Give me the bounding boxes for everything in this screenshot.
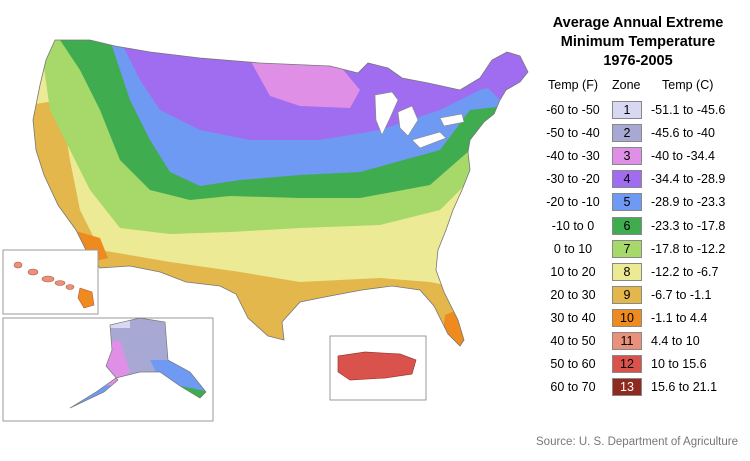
legend-zone-swatch: 8 xyxy=(612,262,642,281)
legend-temp-c: -45.6 to -40 xyxy=(651,126,715,141)
legend-row-zone-10: 30 to 40 10 -1.1 to 4.4 xyxy=(0,308,750,330)
legend-zone-swatch: 11 xyxy=(612,332,642,350)
legend-header-temp-c: Temp (C) xyxy=(662,78,714,92)
legend-temp-c: -34.4 to -28.9 xyxy=(651,172,726,187)
legend-temp-f: -40 to -30 xyxy=(546,149,600,164)
legend-temp-f: 20 to 30 xyxy=(550,287,596,302)
title-line-2: Minimum Temperature xyxy=(560,34,716,50)
legend-temp-f: 30 to 40 xyxy=(550,310,596,325)
legend-row-zone-13: 60 to 70 13 15.6 to 21.1 xyxy=(0,377,750,399)
legend-row-zone-11: 40 to 50 11 4.4 to 10 xyxy=(0,331,750,353)
legend-row-zone-2: -50 to -40 2 -45.6 to -40 xyxy=(0,123,750,145)
legend-temp-f: -50 to -40 xyxy=(546,126,600,141)
legend-row-zone-7: 0 to 10 7 -17.8 to -12.2 xyxy=(0,239,750,261)
title-line-3: 1976-2005 xyxy=(603,53,673,69)
legend-temp-c: -12.2 to -6.7 xyxy=(651,264,719,279)
legend-temp-c: -40 to -34.4 xyxy=(651,149,715,164)
legend-temp-f: 60 to 70 xyxy=(550,380,596,395)
legend-temp-f: -30 to -20 xyxy=(546,172,600,187)
legend-temp-c: 10 to 15.6 xyxy=(651,357,707,372)
legend-temp-f: -60 to -50 xyxy=(546,103,600,117)
legend-row-zone-5: -20 to -10 5 -28.9 to -23.3 xyxy=(0,192,750,214)
legend-zone-swatch: 9 xyxy=(612,285,642,304)
legend-temp-c: 4.4 to 10 xyxy=(651,334,700,348)
map-title: Average Annual Extreme Minimum Temperatu… xyxy=(528,14,748,71)
legend-temp-c: -1.1 to 4.4 xyxy=(651,310,708,325)
legend-temp-c: -23.3 to -17.8 xyxy=(651,218,726,233)
legend-row-zone-9: 20 to 30 9 -6.7 to -1.1 xyxy=(0,285,750,307)
legend-temp-c: -6.7 to -1.1 xyxy=(651,287,712,302)
legend-zone-swatch: 7 xyxy=(612,239,642,258)
legend-zone-swatch: 13 xyxy=(612,378,642,397)
legend-temp-f: 40 to 50 xyxy=(550,334,596,348)
legend-row-zone-8: 10 to 20 8 -12.2 to -6.7 xyxy=(0,262,750,284)
title-line-1: Average Annual Extreme xyxy=(552,15,724,31)
legend-zone-swatch: 10 xyxy=(612,308,642,327)
legend-zone-swatch: 12 xyxy=(612,355,642,374)
legend-temp-c: 15.6 to 21.1 xyxy=(651,380,718,395)
legend-zone-swatch: 3 xyxy=(612,147,642,166)
source-note: Source: U. S. Department of Agriculture xyxy=(536,436,738,448)
legend-header-temp-f: Temp (F) xyxy=(548,78,598,92)
legend-zone-swatch: 1 xyxy=(612,101,642,119)
legend-row-zone-1: -60 to -50 1 -51.1 to -45.6 xyxy=(0,100,750,122)
legend-row-zone-3: -40 to -30 3 -40 to -34.4 xyxy=(0,146,750,168)
legend-temp-f: 10 to 20 xyxy=(550,264,596,279)
legend-temp-c: -17.8 to -12.2 xyxy=(651,241,726,256)
legend-zone-swatch: 6 xyxy=(612,216,642,235)
legend-row-zone-4: -30 to -20 4 -34.4 to -28.9 xyxy=(0,169,750,191)
legend-header-zone: Zone xyxy=(612,78,641,92)
legend-temp-f: -20 to -10 xyxy=(546,195,600,210)
legend-temp-f: 0 to 10 xyxy=(553,241,593,256)
legend-temp-f: 50 to 60 xyxy=(550,357,596,372)
legend-temp-f: -10 to 0 xyxy=(551,218,595,233)
legend-zone-swatch: 4 xyxy=(612,170,642,189)
legend-temp-c: -51.1 to -45.6 xyxy=(651,103,726,117)
legend-row-zone-6: -10 to 0 6 -23.3 to -17.8 xyxy=(0,216,750,238)
legend-zone-swatch: 5 xyxy=(612,193,642,212)
legend-temp-c: -28.9 to -23.3 xyxy=(651,195,726,210)
legend-zone-swatch: 2 xyxy=(612,124,642,143)
legend-row-zone-12: 50 to 60 12 10 to 15.6 xyxy=(0,354,750,376)
